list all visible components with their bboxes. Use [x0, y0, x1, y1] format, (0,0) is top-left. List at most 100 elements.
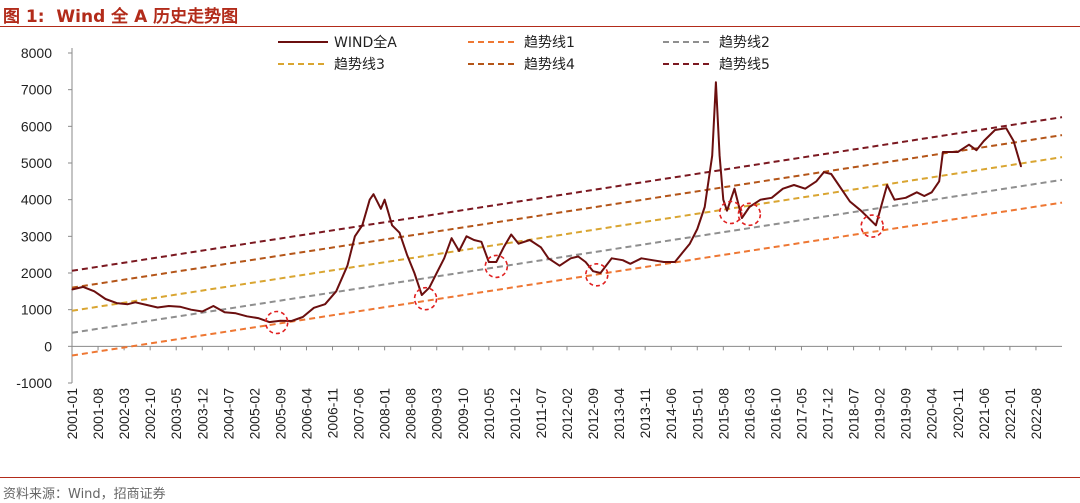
- x-tick-label: 2015-01: [689, 388, 705, 440]
- legend-label: 趋势线3: [334, 57, 385, 73]
- data-point: [942, 151, 944, 153]
- data-point: [82, 286, 84, 288]
- data-point: [324, 303, 326, 305]
- data-point: [93, 290, 95, 292]
- trend-line-4: [71, 134, 1063, 289]
- data-point: [1020, 166, 1022, 168]
- trend-line-2: [71, 178, 1063, 334]
- legend-label: 趋势线4: [524, 57, 575, 73]
- support-circle: [737, 202, 762, 227]
- support-circle: [718, 200, 743, 225]
- support-circle: [584, 263, 609, 287]
- data-point: [905, 197, 907, 199]
- x-tick-label: 2019-02: [872, 388, 888, 440]
- data-point: [704, 206, 706, 208]
- data-point: [759, 199, 762, 201]
- figure-label: 图 1:: [3, 7, 45, 27]
- data-point: [369, 199, 371, 201]
- data-point: [994, 129, 996, 131]
- figure-title-text: Wind 全 A 历史走势图: [56, 7, 239, 27]
- legend-label: WIND全A: [334, 34, 397, 51]
- x-tick-label: 2013-04: [611, 388, 627, 440]
- data-point: [223, 311, 226, 313]
- data-point: [722, 199, 724, 201]
- data-point: [361, 224, 363, 226]
- data-point: [540, 246, 542, 248]
- data-point: [451, 237, 453, 239]
- data-point: [860, 210, 862, 212]
- data-point: [585, 261, 587, 263]
- data-point: [465, 235, 468, 237]
- trend-line-1: [71, 201, 1063, 357]
- data-point: [391, 224, 393, 226]
- x-tick-label: 2020-04: [924, 388, 940, 440]
- wind-all-a-line: [71, 81, 1023, 324]
- data-point: [711, 155, 713, 157]
- x-tick-label: 2007-06: [351, 388, 367, 440]
- data-point: [384, 199, 386, 201]
- data-point: [488, 261, 490, 263]
- data-point: [443, 257, 445, 259]
- x-tick-label: 2010-05: [481, 388, 497, 440]
- data-point: [127, 303, 129, 305]
- data-point: [104, 298, 107, 300]
- x-tick-label: 2016-03: [741, 388, 757, 440]
- data-point: [190, 309, 192, 311]
- legend-label: 趋势线1: [524, 35, 575, 51]
- data-point: [715, 81, 717, 83]
- data-point: [168, 305, 170, 307]
- x-tick-label: 2005-02: [246, 388, 262, 440]
- data-point: [968, 144, 970, 146]
- data-point: [436, 272, 438, 274]
- y-tick-label: 4000: [21, 192, 52, 208]
- data-point: [458, 250, 460, 252]
- data-point: [975, 149, 977, 151]
- data-point: [741, 217, 743, 219]
- x-tick-label: 2011-07: [533, 388, 549, 439]
- data-point: [696, 228, 698, 230]
- data-point: [875, 224, 877, 226]
- data-point: [529, 239, 531, 241]
- data-point: [346, 265, 349, 267]
- data-point: [886, 184, 888, 186]
- x-tick-label: 2020-11: [950, 388, 966, 439]
- data-point: [599, 272, 602, 274]
- data-point: [547, 257, 549, 259]
- data-point: [957, 151, 959, 153]
- data-point: [116, 302, 118, 304]
- x-tick-label: 2008-08: [403, 388, 419, 440]
- x-tick-label: 2009-03: [429, 388, 445, 440]
- data-point: [71, 288, 73, 291]
- y-tick-label: 1000: [21, 302, 52, 318]
- y-tick-label: 7000: [21, 82, 52, 98]
- data-point: [279, 320, 282, 322]
- data-point: [652, 259, 654, 261]
- data-point: [804, 188, 806, 190]
- data-point: [480, 241, 482, 243]
- data-point: [157, 306, 159, 309]
- x-tick-label: 2009-10: [455, 388, 471, 440]
- y-tick-label: 5000: [21, 155, 52, 171]
- data-point: [938, 180, 940, 182]
- data-point: [733, 188, 736, 190]
- x-tick-label: 2015-08: [715, 388, 731, 440]
- trend-line-5: [71, 116, 1063, 272]
- data-point: [838, 184, 840, 186]
- data-point: [406, 254, 408, 256]
- data-point: [949, 151, 951, 153]
- x-tick-label: 2012-09: [585, 388, 601, 440]
- data-point: [570, 257, 572, 259]
- data-point: [398, 232, 401, 234]
- x-tick-label: 2002-03: [116, 388, 132, 440]
- source-note: 资料来源：Wind，招商证券: [3, 487, 166, 502]
- data-point: [413, 272, 416, 274]
- y-tick-label: -1000: [16, 375, 52, 391]
- x-tick-label: 2018-07: [846, 388, 862, 440]
- data-point: [510, 233, 512, 236]
- data-point: [931, 191, 933, 193]
- data-point: [428, 287, 430, 289]
- data-point: [134, 301, 136, 303]
- data-point: [849, 200, 851, 203]
- y-tick-label: 0: [44, 338, 52, 354]
- x-tick-label: 2022-01: [1002, 388, 1018, 440]
